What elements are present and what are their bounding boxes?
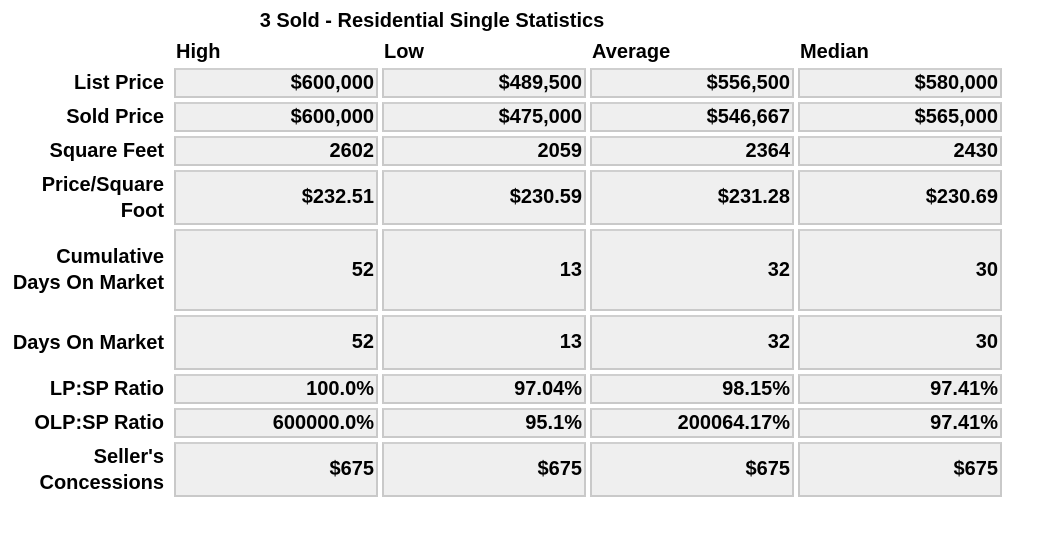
value-cell: $556,500 [590, 68, 794, 98]
value-cell: 52 [174, 315, 378, 370]
value-cell: $580,000 [798, 68, 1002, 98]
row-label: Seller's Concessions [39, 445, 164, 494]
corner-cell [12, 38, 170, 64]
value-cell: $565,000 [798, 102, 1002, 132]
row-label: OLP:SP Ratio [34, 412, 164, 434]
table-title: 3 Sold - Residential Single Statistics [259, 10, 605, 32]
row-label: Sold Price [66, 106, 164, 128]
value-cell: 95.1% [382, 408, 586, 438]
column-header-average: Average [592, 41, 671, 63]
column-header-low: Low [384, 41, 424, 63]
value-cell: $675 [174, 442, 378, 497]
value-cell: $230.69 [798, 170, 1002, 225]
value-cell: $230.59 [382, 170, 586, 225]
value-cell: $600,000 [174, 102, 378, 132]
row-label: Cumulative Days On Market [12, 246, 164, 294]
value-cell: 97.04% [382, 374, 586, 404]
row-label: Price/Square Foot [41, 173, 164, 222]
value-cell: 13 [382, 229, 586, 311]
value-cell: $546,667 [590, 102, 794, 132]
value-cell: 2430 [798, 136, 1002, 166]
value-cell: $600,000 [174, 68, 378, 98]
value-cell: 100.0% [174, 374, 378, 404]
value-cell: 13 [382, 315, 586, 370]
value-cell: 2364 [590, 136, 794, 166]
table-row: Sold Price $600,000 $475,000 $546,667 $5… [12, 102, 1002, 132]
value-cell: 98.15% [590, 374, 794, 404]
row-label: LP:SP Ratio [49, 378, 164, 400]
value-cell: 2602 [174, 136, 378, 166]
value-cell: 32 [590, 315, 794, 370]
header-row: High Low Average Median [12, 38, 1002, 64]
value-cell: $675 [798, 442, 1002, 497]
table-row: OLP:SP Ratio 600000.0% 95.1% 200064.17% … [12, 408, 1002, 438]
value-cell: $675 [590, 442, 794, 497]
table-row: Square Feet 2602 2059 2364 2430 [12, 136, 1002, 166]
table-row: LP:SP Ratio 100.0% 97.04% 98.15% 97.41% [12, 374, 1002, 404]
column-header-median: Median [800, 41, 869, 63]
value-cell: $675 [382, 442, 586, 497]
value-cell: $232.51 [174, 170, 378, 225]
table-row: Seller's Concessions $675 $675 $675 $675 [12, 442, 1002, 497]
table-row: Price/Square Foot $232.51 $230.59 $231.2… [12, 170, 1002, 225]
value-cell: 97.41% [798, 374, 1002, 404]
value-cell: 600000.0% [174, 408, 378, 438]
table-row: Cumulative Days On Market 52 13 32 30 [12, 229, 1002, 311]
value-cell: 52 [174, 229, 378, 311]
table-row: List Price $600,000 $489,500 $556,500 $5… [12, 68, 1002, 98]
value-cell: 30 [798, 315, 1002, 370]
value-cell: 2059 [382, 136, 586, 166]
row-label: List Price [73, 72, 164, 94]
value-cell: 200064.17% [590, 408, 794, 438]
value-cell: $475,000 [382, 102, 586, 132]
table-row: Days On Market 52 13 32 30 [12, 315, 1002, 370]
row-label: Days On Market [12, 331, 164, 354]
value-cell: $489,500 [382, 68, 586, 98]
statistics-table: 3 Sold - Residential Single Statistics H… [8, 4, 1006, 501]
column-header-high: High [176, 41, 221, 63]
value-cell: 97.41% [798, 408, 1002, 438]
row-label: Square Feet [49, 140, 164, 162]
value-cell: 32 [590, 229, 794, 311]
value-cell: 30 [798, 229, 1002, 311]
value-cell: $231.28 [590, 170, 794, 225]
